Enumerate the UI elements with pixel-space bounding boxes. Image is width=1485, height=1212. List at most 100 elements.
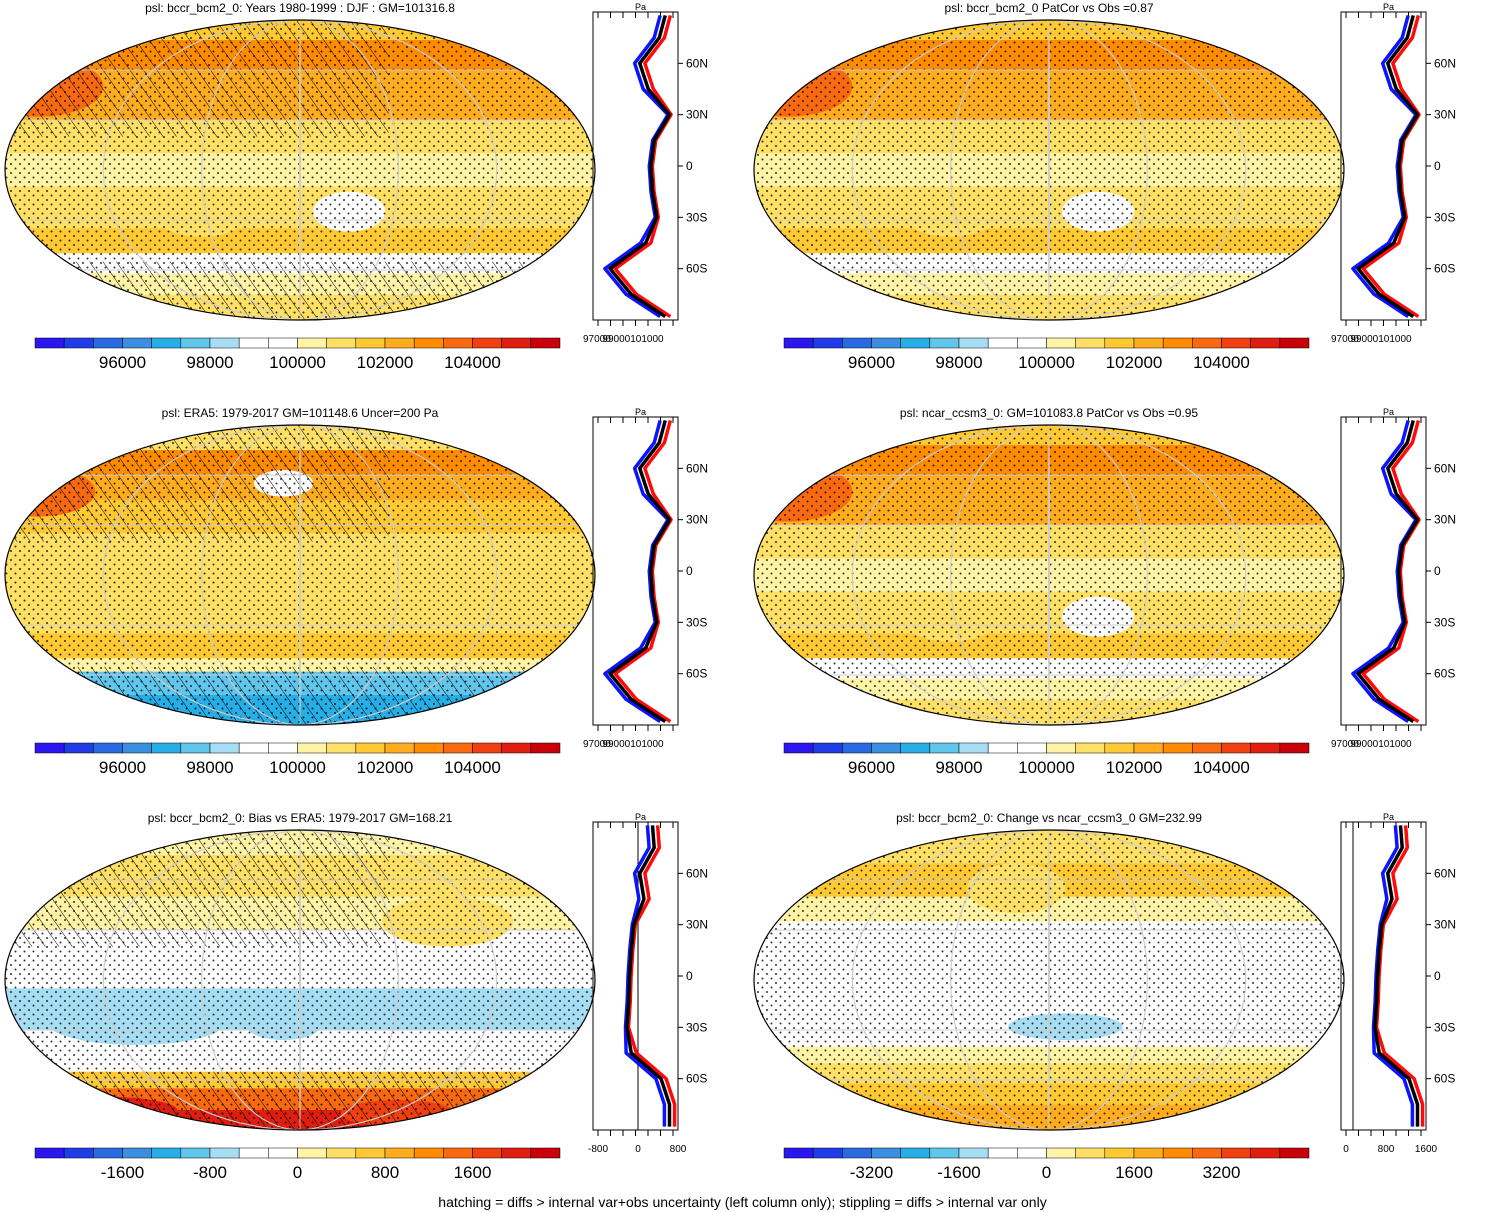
colorbar-swatch xyxy=(871,337,901,349)
colorbar-swatch xyxy=(842,1147,872,1159)
profile-ytick-label: 60N xyxy=(1434,461,1456,475)
profile-xtick-label: 0 xyxy=(635,1144,641,1155)
colorbar-swatch xyxy=(900,337,931,349)
panel-title: psl: bccr_bcm2_0: Bias vs ERA5: 1979-201… xyxy=(148,811,453,825)
colorbar-swatch xyxy=(355,742,386,754)
graticule-line xyxy=(1048,20,1050,320)
colorbar-label: 0 xyxy=(293,1163,302,1182)
profile-ytick-label: 30N xyxy=(686,108,708,122)
panel-title: psl: bccr_bcm2_0: Years 1980-1999 : DJF … xyxy=(145,1,455,15)
graticule-line xyxy=(1048,830,1050,1130)
colorbar-label: 104000 xyxy=(444,758,501,777)
profile-frame xyxy=(1340,416,1427,726)
colorbar-label: 96000 xyxy=(99,353,146,372)
colorbar: 96000 98000 100000 102000 104000 xyxy=(783,742,1310,777)
colorbar-swatch xyxy=(812,337,843,349)
profile-ytick-label: 0 xyxy=(1434,159,1441,173)
profile-curve xyxy=(1373,825,1420,1127)
profile-xtick-label: 99000101000 xyxy=(602,334,664,345)
profile-xtick-label: 0 xyxy=(1343,1144,1349,1155)
profile-ytick-label: 30N xyxy=(1434,108,1456,122)
colorbar-swatch xyxy=(530,742,561,754)
colorbar-label: 1600 xyxy=(454,1163,492,1182)
colorbar-swatch xyxy=(93,337,123,349)
colorbar-swatch xyxy=(1075,337,1106,349)
colorbar-label: -800 xyxy=(193,1163,227,1182)
colorbar-swatch xyxy=(871,742,901,754)
colorbar-swatch xyxy=(413,742,444,754)
profile-ytick-label: 0 xyxy=(686,159,693,173)
colorbar-swatch xyxy=(900,1147,931,1159)
colorbar-swatch xyxy=(268,742,298,754)
graticule-line xyxy=(299,20,301,320)
panel-title: psl: bccr_bcm2_0: Change vs ncar_ccsm3_0… xyxy=(896,811,1202,825)
colorbar-label: -1600 xyxy=(937,1163,980,1182)
map xyxy=(754,20,1344,320)
colorbar-swatch xyxy=(1250,337,1281,349)
colorbar: -1600 -800 0 800 1600 xyxy=(34,1147,561,1182)
profile-ytick-label: 0 xyxy=(686,564,693,578)
colorbar-swatch xyxy=(842,742,872,754)
colorbar-swatch xyxy=(958,742,989,754)
colorbar-swatch xyxy=(297,742,327,754)
colorbar-swatch xyxy=(151,1147,182,1159)
profile-ytick-label: 30S xyxy=(1434,1020,1455,1034)
colorbar-swatch xyxy=(180,1147,211,1159)
profile-ytick-label: 60S xyxy=(686,667,707,681)
profile-frame xyxy=(592,821,679,1131)
profile-curve xyxy=(1356,14,1420,319)
map-outline xyxy=(753,424,1345,726)
colorbar-label: 3200 xyxy=(1203,1163,1241,1182)
profile-units: Pa xyxy=(635,2,646,12)
graticule-line xyxy=(102,830,498,1130)
colorbar-swatch xyxy=(413,337,444,349)
colorbar-swatch xyxy=(472,1147,502,1159)
colorbar-swatch xyxy=(1279,337,1310,349)
colorbar-swatch xyxy=(501,742,532,754)
colorbar-swatch xyxy=(209,1147,240,1159)
colorbar-label: 98000 xyxy=(935,758,982,777)
colorbar-label: 102000 xyxy=(357,353,414,372)
colorbar-swatch xyxy=(34,742,65,754)
panel-title: psl: ERA5: 1979-2017 GM=101148.6 Uncer=2… xyxy=(162,406,439,420)
colorbar-swatch xyxy=(122,742,152,754)
colorbar-swatch xyxy=(180,742,211,754)
colorbar-swatch xyxy=(929,1147,960,1159)
colorbar-swatch xyxy=(501,1147,532,1159)
colorbar-swatch xyxy=(326,742,357,754)
colorbar: 96000 98000 100000 102000 104000 xyxy=(783,337,1310,372)
graticule-line xyxy=(201,425,399,725)
colorbar-label: 96000 xyxy=(99,758,146,777)
profile-ytick-label: 30S xyxy=(686,615,707,629)
panel-3: psl: ERA5: 1979-2017 GM=101148.6 Uncer=2… xyxy=(4,406,708,777)
colorbar-swatch xyxy=(268,1147,298,1159)
profile-ytick-label: 30N xyxy=(1434,513,1456,527)
profile-xtick-label: 99000101000 xyxy=(1350,334,1412,345)
colorbar-label: 1600 xyxy=(1115,1163,1153,1182)
profile-ytick-label: 30S xyxy=(686,210,707,224)
colorbar-swatch xyxy=(1133,742,1164,754)
panel-4: psl: ncar_ccsm3_0: GM=101083.8 PatCor vs… xyxy=(753,406,1456,777)
profile-ytick-label: 30S xyxy=(1434,615,1455,629)
profile-frame xyxy=(1340,821,1427,1131)
graticule-line xyxy=(102,425,498,725)
colorbar-label: 100000 xyxy=(1018,758,1075,777)
hatching xyxy=(5,20,389,137)
profile-ytick-label: 0 xyxy=(686,969,693,983)
profile-ytick-label: 30N xyxy=(686,513,708,527)
colorbar-swatch xyxy=(63,337,94,349)
profile-units: Pa xyxy=(635,407,646,417)
colorbar-swatch xyxy=(443,337,473,349)
graticule-line xyxy=(950,20,1148,320)
colorbar-swatch xyxy=(501,337,532,349)
colorbar-swatch xyxy=(929,337,960,349)
profile-ytick-label: 60S xyxy=(686,262,707,276)
colorbar-swatch xyxy=(93,742,123,754)
colorbar-swatch xyxy=(122,337,152,349)
map-outline xyxy=(4,829,596,1131)
profile-frame xyxy=(592,11,679,321)
colorbar-swatch xyxy=(268,337,298,349)
profile-frame xyxy=(592,416,679,726)
profile-ytick-label: 30N xyxy=(1434,918,1456,932)
profile-units: Pa xyxy=(1383,2,1394,12)
